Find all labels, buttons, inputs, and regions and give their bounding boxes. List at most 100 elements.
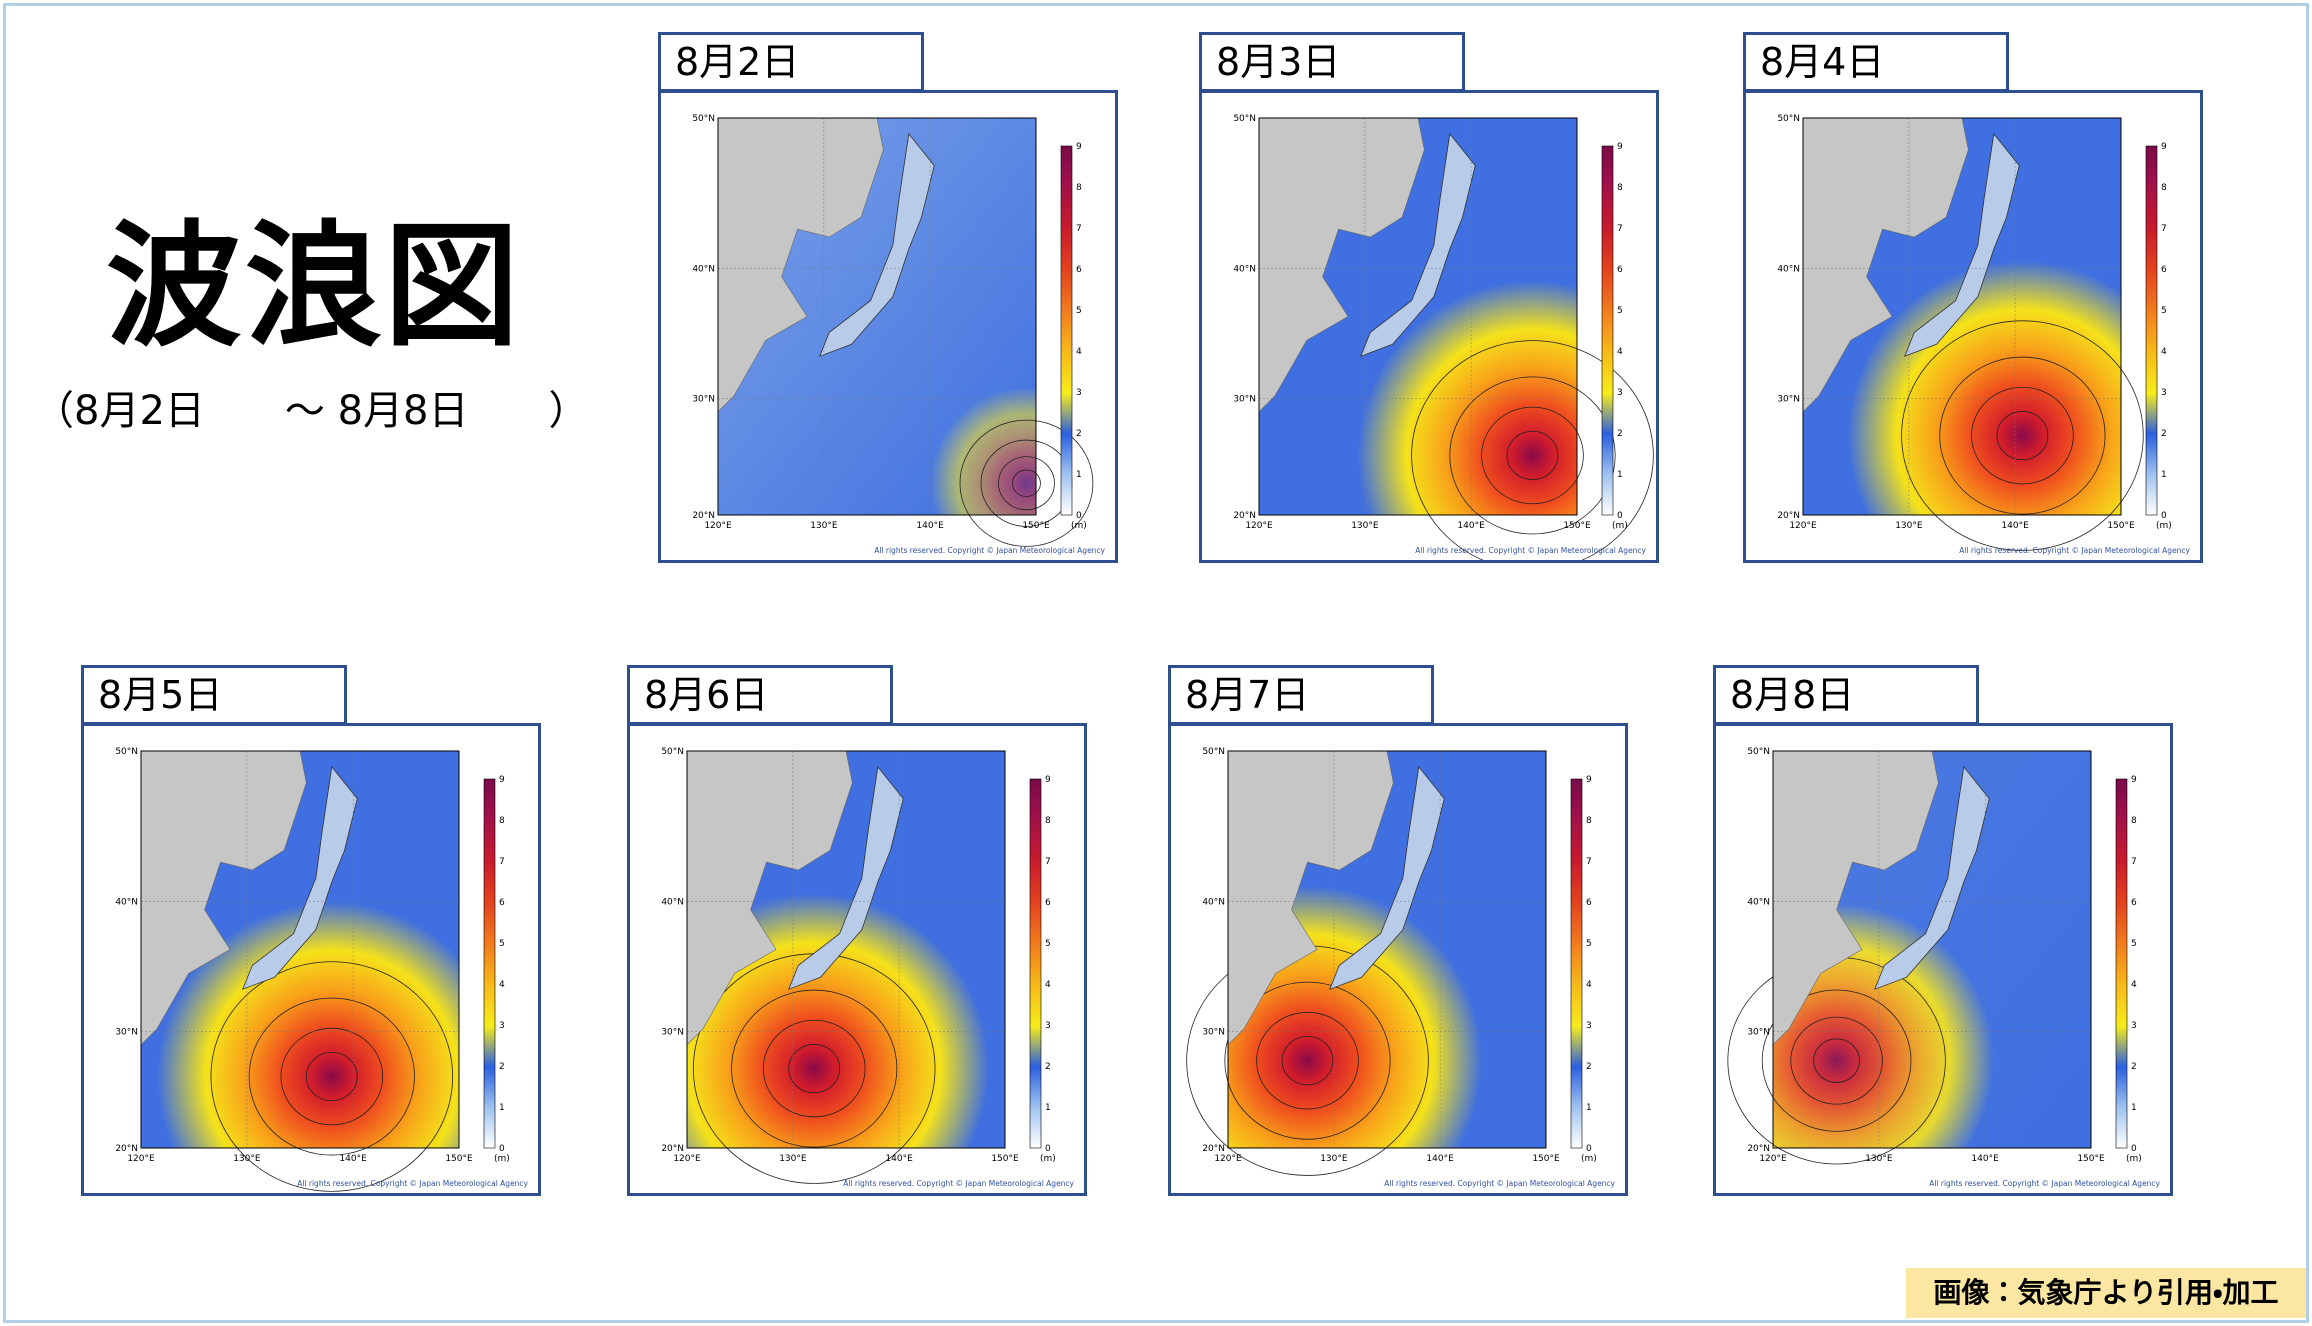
- colorbar-tick: 7: [499, 857, 505, 867]
- lat-label: 20°N: [1777, 511, 1800, 521]
- panel-label: 8月4日: [1743, 32, 2009, 92]
- map-frame: 50°N 40°N 30°N 20°N 120°E 130°E 140°E 150°E 0 1 2 3…: [1713, 723, 2173, 1196]
- contour: [1971, 386, 2074, 485]
- panel-label: 8月6日: [627, 665, 893, 725]
- colorbar-tick: 3: [2161, 388, 2167, 398]
- lon-label: 120°E: [673, 1154, 701, 1164]
- lon-label: 140°E: [1426, 1154, 1454, 1164]
- colorbar-tick: 6: [1045, 898, 1051, 908]
- colorbar-tick: 9: [1586, 775, 1592, 785]
- plot-border: [1772, 750, 2092, 1149]
- land: [1803, 118, 1969, 413]
- map-frame: 50°N 40°N 30°N 20°N 120°E 130°E 140°E 150°E 0 1 2 3…: [1199, 90, 1659, 571]
- land: [1228, 751, 1394, 1046]
- copyright: All rights reserved. Copyright © Japan M…: [1959, 546, 2190, 555]
- japan: [242, 765, 358, 990]
- colorbar-tick: 6: [499, 898, 505, 908]
- colorbar-tick: 1: [499, 1103, 505, 1113]
- credit: 画像：気象庁より引用・加工: [1906, 1268, 2306, 1318]
- map-layer: [1259, 118, 1476, 413]
- contour: [1761, 989, 1912, 1132]
- colorbar-tick: 3: [1586, 1021, 1592, 1031]
- panel-label: 8月7日: [1168, 665, 1434, 725]
- lon-label: 120°E: [1245, 521, 1273, 531]
- land: [141, 751, 307, 1046]
- lat-label: 40°N: [1747, 897, 1770, 907]
- lon-label: 140°E: [916, 521, 944, 531]
- colorbar-tick: 4: [1586, 980, 1592, 990]
- japan: [1904, 132, 2020, 357]
- colorbar-tick: 8: [1617, 183, 1623, 193]
- lon-label: 150°E: [991, 1154, 1019, 1164]
- contour: [305, 1051, 358, 1102]
- colorbar-tick: 8: [1076, 183, 1082, 193]
- colorbar-tick: 1: [2161, 470, 2167, 480]
- colorbar-tick: 5: [2131, 939, 2137, 949]
- colorbar-tick: 5: [1045, 939, 1051, 949]
- colorbar-tick: 3: [2131, 1021, 2137, 1031]
- period: （8月2日 ～ 8月8日 ）: [34, 388, 589, 434]
- colorbar-tick: 5: [1617, 306, 1623, 316]
- lat-label: 50°N: [692, 114, 715, 124]
- colorbar-tick: 2: [1076, 429, 1082, 439]
- colorbar-tick: 4: [499, 980, 505, 990]
- map-frame: 50°N 40°N 30°N 20°N 120°E 130°E 140°E 150°E 0 1 2 3…: [1168, 723, 1628, 1196]
- lon-label: 150°E: [1022, 521, 1050, 531]
- lat-label: 30°N: [1233, 394, 1256, 404]
- copyright: All rights reserved. Copyright © Japan M…: [1929, 1179, 2160, 1188]
- colorbar-tick: 3: [1076, 388, 1082, 398]
- lon-label: 150°E: [1563, 521, 1591, 531]
- colorbar-tick: 6: [2131, 898, 2137, 908]
- japan: [819, 132, 935, 357]
- colorbar-tick: 4: [2131, 980, 2137, 990]
- title: 波浪図: [106, 208, 523, 365]
- lon-label: 140°E: [1971, 1154, 1999, 1164]
- lat-label: 50°N: [1202, 747, 1225, 757]
- lon-label: 150°E: [445, 1154, 473, 1164]
- lat-label: 30°N: [661, 1027, 684, 1037]
- colorbar-tick: 1: [1617, 470, 1623, 480]
- colorbar-tick: 0: [1617, 511, 1623, 521]
- lon-label: 140°E: [2001, 521, 2029, 531]
- lat-label: 40°N: [1202, 897, 1225, 907]
- japan: [788, 765, 904, 990]
- lon-label: 120°E: [1789, 521, 1817, 531]
- colorbar-tick: 0: [2131, 1144, 2137, 1154]
- colorbar-tick: 8: [1586, 816, 1592, 826]
- colorbar-tick: 1: [1586, 1103, 1592, 1113]
- lon-label: 150°E: [2077, 1154, 2105, 1164]
- colorbar-tick: 5: [499, 939, 505, 949]
- lon-label: 140°E: [885, 1154, 913, 1164]
- map-layer: [1803, 118, 2020, 413]
- japan: [1329, 765, 1445, 990]
- unit: (m): [1040, 1154, 1056, 1164]
- contour: [959, 419, 1094, 547]
- contour: [762, 1019, 866, 1118]
- land: [718, 118, 884, 413]
- land: [687, 751, 853, 1046]
- lon-label: 120°E: [127, 1154, 155, 1164]
- lat-label: 30°N: [1777, 394, 1800, 404]
- lon-label: 130°E: [1895, 521, 1923, 531]
- lon-label: 130°E: [1320, 1154, 1348, 1164]
- slide: 波浪図 （8月2日 ～ 8月8日 ） 画像：気象庁より引用・加工 8月2日 50°…: [3, 3, 2309, 1323]
- contour: [731, 989, 898, 1148]
- unit: (m): [1071, 521, 1087, 531]
- colorbar-tick: 7: [2161, 224, 2167, 234]
- colorbar-tick: 3: [1617, 388, 1623, 398]
- lon-label: 130°E: [1351, 521, 1379, 531]
- colorbar-tick: 7: [2131, 857, 2137, 867]
- contour: [248, 997, 415, 1156]
- panel-label: 8月3日: [1199, 32, 1465, 92]
- lon-label: 130°E: [233, 1154, 261, 1164]
- copyright: All rights reserved. Copyright © Japan M…: [297, 1179, 528, 1188]
- contour: [1224, 981, 1391, 1140]
- colorbar-tick: 1: [2131, 1103, 2137, 1113]
- colorbar-tick: 1: [1076, 470, 1082, 480]
- colorbar-tick: 9: [1045, 775, 1051, 785]
- colorbar-tick: 7: [1617, 224, 1623, 234]
- colorbar-tick: 0: [1076, 511, 1082, 521]
